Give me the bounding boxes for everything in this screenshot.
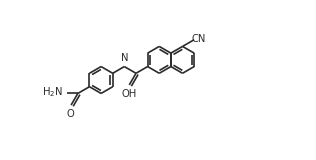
- Text: CN: CN: [191, 34, 206, 44]
- Text: O: O: [66, 109, 74, 119]
- Text: H$_2$N: H$_2$N: [42, 85, 63, 99]
- Text: OH: OH: [122, 89, 137, 99]
- Text: N: N: [121, 53, 129, 63]
